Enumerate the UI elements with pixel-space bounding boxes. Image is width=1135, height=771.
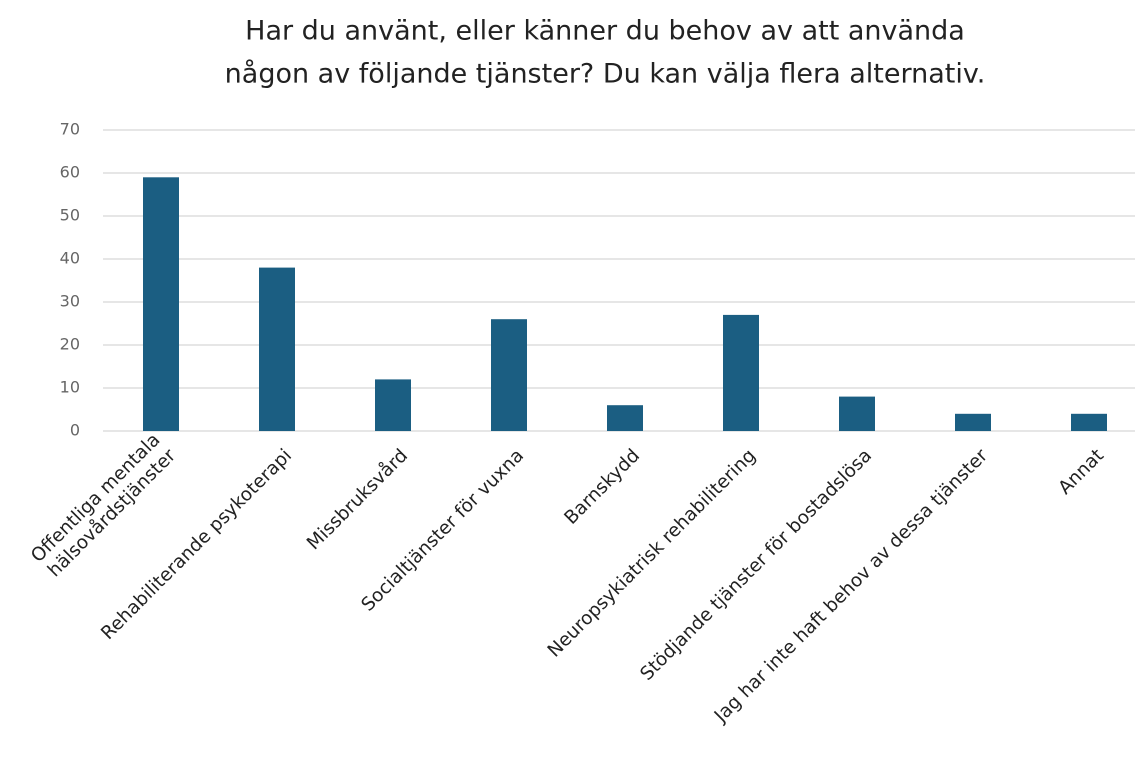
x-tick-label: Barnskydd xyxy=(561,445,645,529)
y-tick-label: 60 xyxy=(60,163,80,182)
bar xyxy=(607,405,643,431)
x-tick-label: Neuropsykiatrisk rehabilitering xyxy=(544,445,760,661)
bar xyxy=(259,267,295,431)
chart-title: Har du använt, eller känner du behov av … xyxy=(245,16,965,47)
bar xyxy=(955,413,991,431)
y-tick-label: 0 xyxy=(70,421,80,440)
y-tick-label: 40 xyxy=(60,249,80,268)
chart-title: någon av följande tjänster? Du kan välja… xyxy=(225,59,986,90)
bar xyxy=(375,379,411,431)
y-tick-label: 70 xyxy=(60,120,80,139)
x-tick-label: Missbruksvård xyxy=(303,445,412,554)
y-tick-label: 30 xyxy=(60,292,80,311)
bar xyxy=(839,396,875,431)
bar xyxy=(723,314,759,431)
y-tick-label: 20 xyxy=(60,335,80,354)
bar xyxy=(491,319,527,431)
x-tick-label: Stödjande tjänster för bostadslösa xyxy=(636,445,876,685)
bar xyxy=(143,177,179,431)
x-tick-label: Jag har inte haft behov av dessa tjänste… xyxy=(710,445,992,727)
y-tick-label: 50 xyxy=(60,206,80,225)
x-tick-label: Offentliga mentalahälsovårdstjänster xyxy=(27,429,180,582)
bar xyxy=(1071,413,1107,431)
y-tick-label: 10 xyxy=(60,378,80,397)
x-tick-label: Annat xyxy=(1055,445,1109,499)
